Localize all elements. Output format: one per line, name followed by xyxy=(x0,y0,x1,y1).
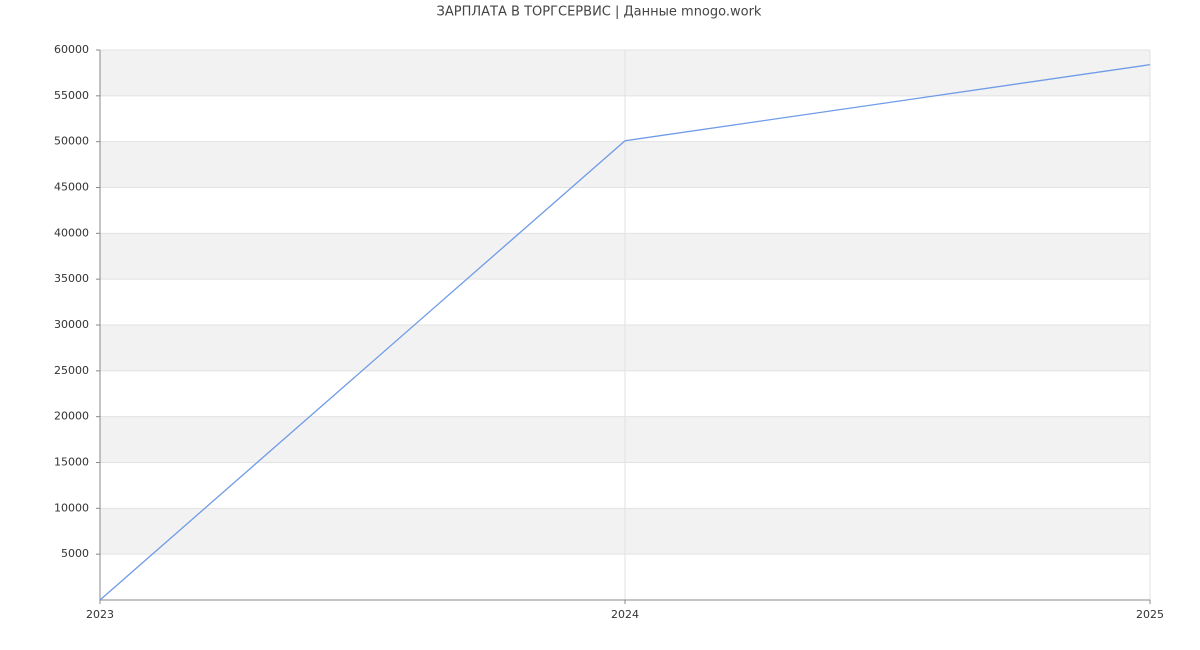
y-tick-label: 5000 xyxy=(61,547,89,560)
line-series xyxy=(99,64,1151,601)
y-tick-label: 10000 xyxy=(54,501,89,514)
y-tick-label: 15000 xyxy=(54,456,89,469)
y-tick-label: 35000 xyxy=(54,272,89,285)
y-tick-label: 55000 xyxy=(54,89,89,102)
y-tick-label: 40000 xyxy=(54,226,89,239)
y-tick-label: 25000 xyxy=(54,364,89,377)
y-tick-label: 45000 xyxy=(54,181,89,194)
x-tick-label: 2023 xyxy=(86,608,114,621)
y-tick-label: 60000 xyxy=(54,43,89,56)
y-tick-label: 20000 xyxy=(54,410,89,423)
y-tick-label: 30000 xyxy=(54,318,89,331)
chart-title: ЗАРПЛАТА В ТОРГСЕРВИС | Данные mnogo.wor… xyxy=(437,5,762,20)
x-tick-label: 2024 xyxy=(611,608,639,621)
y-tick-label: 50000 xyxy=(54,135,89,148)
x-tick-label: 2025 xyxy=(1136,608,1164,621)
